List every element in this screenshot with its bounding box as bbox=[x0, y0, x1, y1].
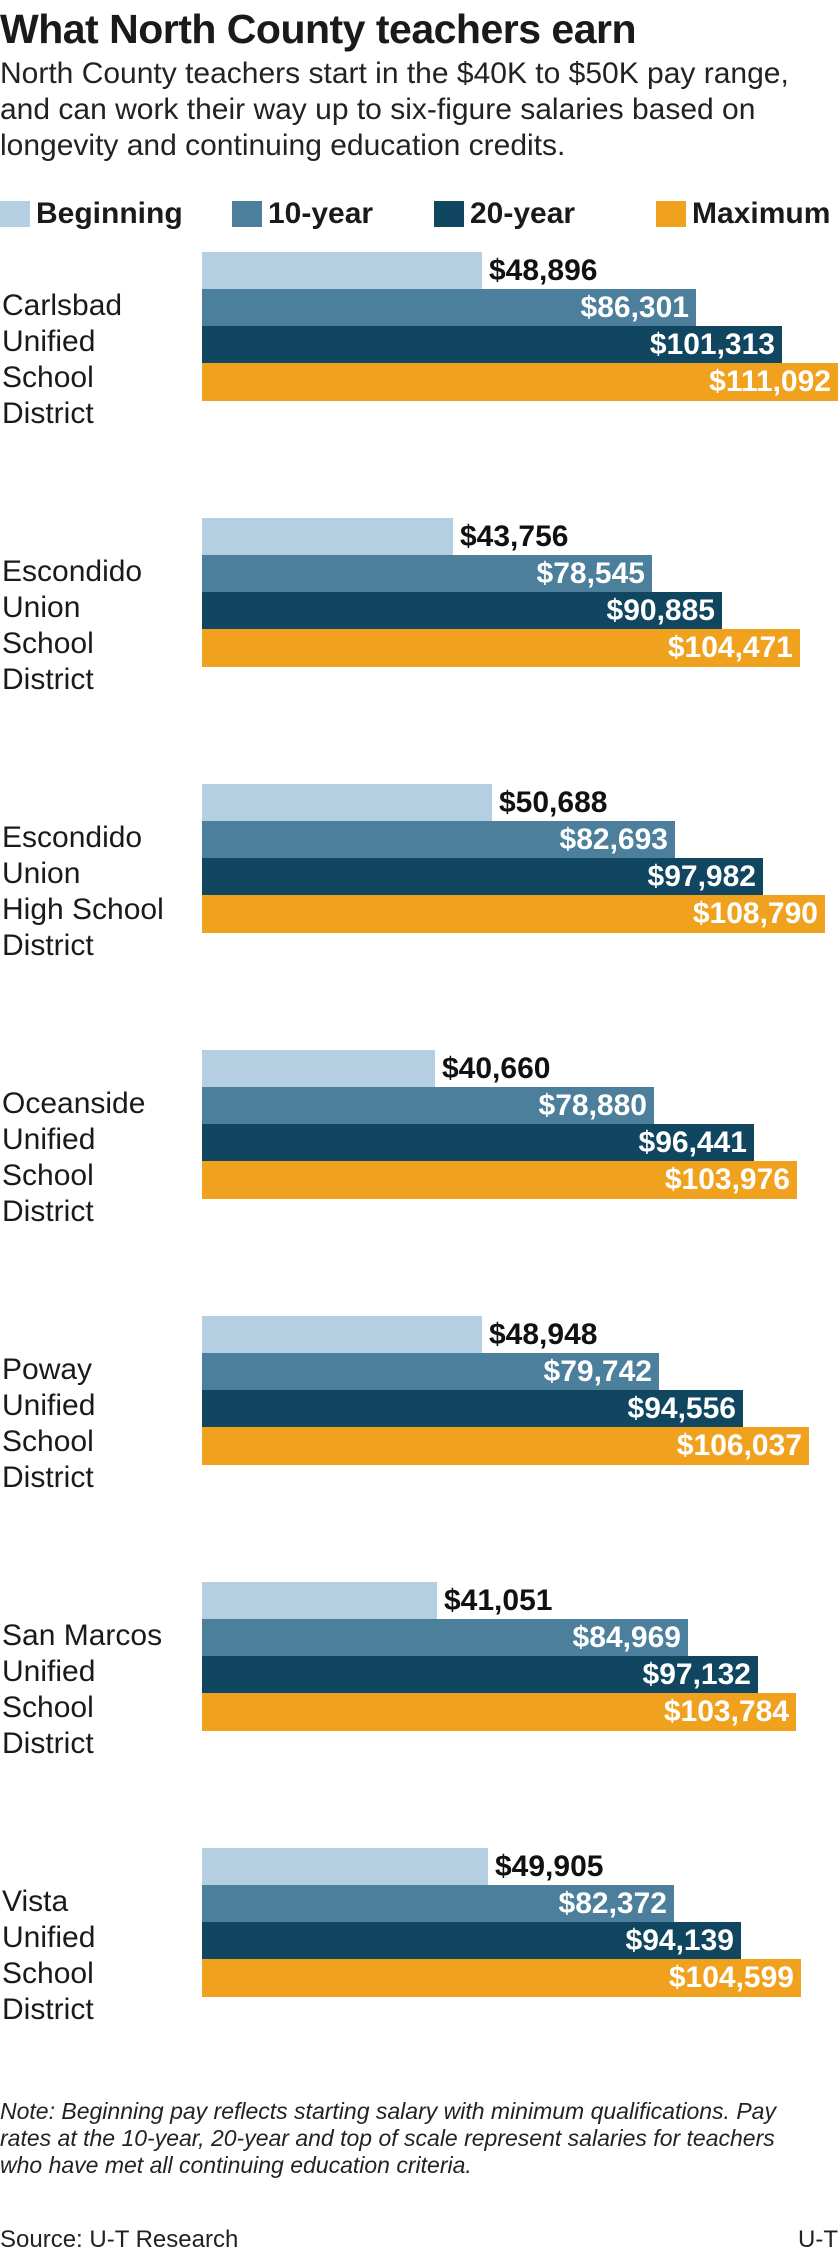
legend-label-beginning: Beginning bbox=[36, 197, 183, 230]
bar-maximum-san-marcos-unified-school-district bbox=[202, 1693, 796, 1731]
bar-value-20-year-poway-unified-school-district: $94,556 bbox=[627, 1392, 736, 1425]
bar-value-10-year-oceanside-unified-school-district: $78,880 bbox=[538, 1089, 647, 1122]
bar-20-year-oceanside-unified-school-district bbox=[202, 1124, 754, 1162]
bar-value-maximum-poway-unified-school-district: $106,037 bbox=[676, 1429, 802, 1462]
bar-10-year-poway-unified-school-district bbox=[202, 1353, 659, 1391]
chart-subtitle: North County teachers start in the $40K … bbox=[0, 57, 789, 162]
bar-beginning-vista-unified-school-district bbox=[202, 1848, 488, 1886]
legend-item-maximum: Maximum bbox=[656, 192, 830, 236]
bar-value-beginning-escondido-union-high-school-district: $50,688 bbox=[499, 786, 608, 819]
bar-beginning-escondido-union-high-school-district bbox=[202, 784, 492, 822]
legend: Beginning 10-year 20-year Maximum bbox=[0, 192, 840, 236]
bar-value-10-year-carlsbad-unified-school-district: $86,301 bbox=[580, 291, 689, 324]
bar-value-beginning-san-marcos-unified-school-district: $41,051 bbox=[444, 1584, 553, 1617]
district-label-vista-unified-school-district: Vista Unified School District bbox=[2, 1885, 96, 2026]
legend-item-20-year: 20-year bbox=[434, 192, 575, 236]
bar-20-year-escondido-union-high-school-district bbox=[202, 858, 763, 896]
legend-item-10-year: 10-year bbox=[232, 192, 373, 236]
source-credit: Source: U-T Research bbox=[0, 2226, 239, 2253]
bar-beginning-oceanside-unified-school-district bbox=[202, 1050, 435, 1088]
bar-value-maximum-carlsbad-unified-school-district: $111,092 bbox=[709, 365, 831, 398]
district-label-carlsbad-unified-school-district: Carlsbad Unified School District bbox=[2, 289, 123, 430]
bar-maximum-carlsbad-unified-school-district bbox=[202, 363, 838, 401]
bar-20-year-san-marcos-unified-school-district bbox=[202, 1656, 758, 1694]
bar-10-year-vista-unified-school-district bbox=[202, 1885, 674, 1923]
bar-maximum-oceanside-unified-school-district bbox=[202, 1161, 797, 1199]
bar-value-beginning-vista-unified-school-district: $49,905 bbox=[495, 1850, 604, 1883]
bar-20-year-poway-unified-school-district bbox=[202, 1390, 743, 1428]
bar-value-20-year-vista-unified-school-district: $94,139 bbox=[625, 1924, 734, 1957]
legend-swatch-10-year bbox=[232, 201, 262, 227]
legend-label-20-year: 20-year bbox=[470, 197, 576, 230]
bar-maximum-escondido-union-school-district bbox=[202, 629, 800, 667]
legend-swatch-maximum bbox=[656, 201, 686, 227]
bar-value-maximum-san-marcos-unified-school-district: $103,784 bbox=[663, 1695, 789, 1728]
bar-maximum-escondido-union-high-school-district bbox=[202, 895, 825, 933]
publisher-credit: U-T bbox=[798, 2226, 838, 2253]
bar-beginning-carlsbad-unified-school-district bbox=[202, 252, 482, 290]
bar-value-beginning-oceanside-unified-school-district: $40,660 bbox=[442, 1052, 551, 1085]
bar-10-year-san-marcos-unified-school-district bbox=[202, 1619, 688, 1657]
bar-maximum-vista-unified-school-district bbox=[202, 1959, 801, 1997]
bar-value-10-year-escondido-union-high-school-district: $82,693 bbox=[559, 823, 668, 856]
chart-title: What North County teachers earn bbox=[0, 6, 637, 52]
bar-value-maximum-escondido-union-school-district: $104,471 bbox=[667, 631, 793, 664]
bar-20-year-carlsbad-unified-school-district bbox=[202, 326, 782, 364]
salary-bar-chart: Carlsbad Unified School District $48,896 $… bbox=[0, 252, 840, 2092]
bar-10-year-escondido-union-school-district bbox=[202, 555, 652, 593]
footer: Source: U-T Research U-T bbox=[0, 2222, 840, 2258]
bar-10-year-oceanside-unified-school-district bbox=[202, 1087, 654, 1125]
bar-value-10-year-escondido-union-school-district: $78,545 bbox=[536, 557, 645, 590]
bar-value-beginning-escondido-union-school-district: $43,756 bbox=[460, 520, 569, 553]
legend-swatch-20-year bbox=[434, 201, 464, 227]
bar-value-beginning-poway-unified-school-district: $48,948 bbox=[489, 1318, 598, 1351]
district-label-escondido-union-high-school-district: Escondido Union High School District bbox=[2, 821, 164, 962]
bar-maximum-poway-unified-school-district bbox=[202, 1427, 809, 1465]
bar-value-20-year-escondido-union-high-school-district: $97,982 bbox=[647, 860, 756, 893]
bar-20-year-escondido-union-school-district bbox=[202, 592, 722, 630]
district-label-oceanside-unified-school-district: Oceanside Unified School District bbox=[2, 1087, 146, 1228]
district-label-escondido-union-school-district: Escondido Union School District bbox=[2, 555, 143, 696]
bar-10-year-carlsbad-unified-school-district bbox=[202, 289, 696, 327]
legend-label-maximum: Maximum bbox=[692, 197, 831, 230]
bar-value-20-year-carlsbad-unified-school-district: $101,313 bbox=[649, 328, 775, 361]
legend-label-10-year: 10-year bbox=[268, 197, 374, 230]
district-label-san-marcos-unified-school-district: San Marcos Unified School District bbox=[2, 1619, 163, 1760]
bar-value-20-year-oceanside-unified-school-district: $96,441 bbox=[638, 1126, 747, 1159]
chart-note: Note: Beginning pay reflects starting sa… bbox=[0, 2098, 776, 2178]
legend-item-beginning: Beginning bbox=[0, 192, 183, 236]
bar-value-beginning-carlsbad-unified-school-district: $48,896 bbox=[489, 254, 598, 287]
bar-value-10-year-vista-unified-school-district: $82,372 bbox=[558, 1887, 667, 1920]
bar-beginning-escondido-union-school-district bbox=[202, 518, 453, 556]
bar-value-maximum-escondido-union-high-school-district: $108,790 bbox=[692, 897, 818, 930]
bar-value-10-year-poway-unified-school-district: $79,742 bbox=[543, 1355, 652, 1388]
bar-20-year-vista-unified-school-district bbox=[202, 1922, 741, 1960]
bar-value-20-year-san-marcos-unified-school-district: $97,132 bbox=[642, 1658, 751, 1691]
bar-beginning-san-marcos-unified-school-district bbox=[202, 1582, 437, 1620]
bar-10-year-escondido-union-high-school-district bbox=[202, 821, 675, 859]
legend-swatch-beginning bbox=[0, 201, 30, 227]
bar-beginning-poway-unified-school-district bbox=[202, 1316, 482, 1354]
bar-value-maximum-oceanside-unified-school-district: $103,976 bbox=[664, 1163, 790, 1196]
bar-value-20-year-escondido-union-school-district: $90,885 bbox=[606, 594, 715, 627]
district-label-poway-unified-school-district: Poway Unified School District bbox=[2, 1353, 96, 1494]
bar-value-10-year-san-marcos-unified-school-district: $84,969 bbox=[572, 1621, 681, 1654]
bar-value-maximum-vista-unified-school-district: $104,599 bbox=[668, 1961, 794, 1994]
